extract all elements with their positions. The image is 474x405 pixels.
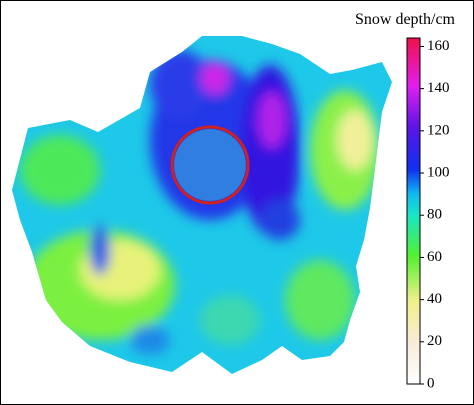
tick-label: 0 [427,375,435,391]
tick-label: 40 [427,291,442,307]
tick-label: 160 [427,38,450,54]
tick-label: 20 [427,333,442,349]
tick-label: 100 [427,164,450,180]
tick-label: 80 [427,207,442,223]
colorbar [406,37,421,385]
tick-label: 60 [427,249,442,265]
colorbar-title: Snow depth/cm [355,11,456,28]
tick-label: 120 [427,122,450,138]
tick-label: 140 [427,80,450,96]
highlight-circle [170,125,250,205]
inset-area [174,129,246,201]
